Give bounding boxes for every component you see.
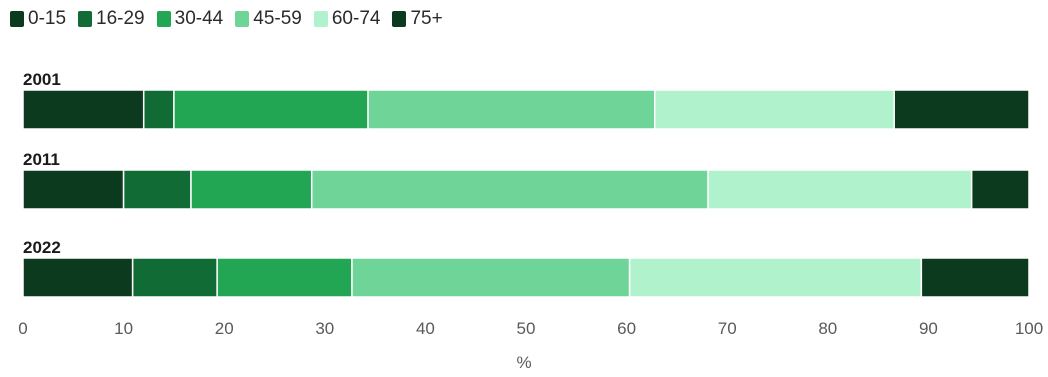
legend-label: 75+: [410, 8, 443, 29]
legend-item: 0-15: [10, 8, 66, 30]
bar-segment: [351, 257, 631, 298]
legend-swatch: [156, 11, 171, 27]
x-tick-label: 100: [1015, 319, 1043, 338]
legend: 0-15 16-29 30-44 45-59 60-74 75+: [10, 8, 443, 30]
bar-segment: [22, 257, 134, 298]
legend-label: 45-59: [253, 8, 302, 29]
legend-label: 60-74: [331, 8, 381, 29]
legend-swatch: [392, 11, 407, 27]
bar-segment: [310, 169, 709, 210]
category-label: 2011: [23, 150, 60, 169]
legend-swatch: [78, 11, 93, 27]
legend-swatch: [313, 11, 328, 27]
x-tick-label: 90: [919, 319, 938, 338]
bar-segment: [173, 89, 369, 130]
x-tick-label: 70: [718, 319, 737, 338]
legend-item: 45-59: [235, 8, 302, 30]
bar-segment: [367, 89, 656, 130]
legend-swatch: [10, 11, 24, 27]
x-tick-label: 10: [114, 319, 133, 338]
bar-segment: [22, 169, 125, 210]
x-tick-label: 50: [517, 319, 536, 338]
bar-segment: [970, 169, 1030, 210]
legend-label: 30-44: [174, 8, 224, 29]
legend-item: 60-74: [313, 8, 381, 30]
legend-item: 75+: [392, 8, 443, 30]
legend-label: 16-29: [96, 8, 145, 29]
legend-swatch: [235, 11, 250, 27]
category-label: 2001: [23, 70, 61, 89]
x-tick-label: 60: [617, 319, 636, 338]
bar-segment: [707, 169, 973, 210]
bar-segment: [122, 169, 192, 210]
legend-item: 30-44: [156, 8, 224, 30]
x-tick-label: 0: [18, 319, 27, 338]
bar-segment: [190, 169, 313, 210]
bar-segment: [920, 257, 1030, 298]
x-axis-label: %: [516, 353, 531, 372]
x-tick-label: 30: [315, 319, 334, 338]
bar-segment: [654, 89, 895, 130]
x-tick-label: 20: [215, 319, 234, 338]
category-label: 2022: [23, 238, 61, 257]
bar-segment: [142, 89, 175, 130]
legend-item: 16-29: [78, 8, 145, 30]
bar-segment: [628, 257, 923, 298]
bar-segment: [131, 257, 218, 298]
bar-segment: [216, 257, 353, 298]
bar-segment: [22, 89, 145, 130]
bar-segment: [893, 89, 1030, 130]
x-tick-label: 40: [416, 319, 435, 338]
x-tick-label: 80: [818, 319, 837, 338]
legend-label: 0-15: [28, 8, 67, 29]
